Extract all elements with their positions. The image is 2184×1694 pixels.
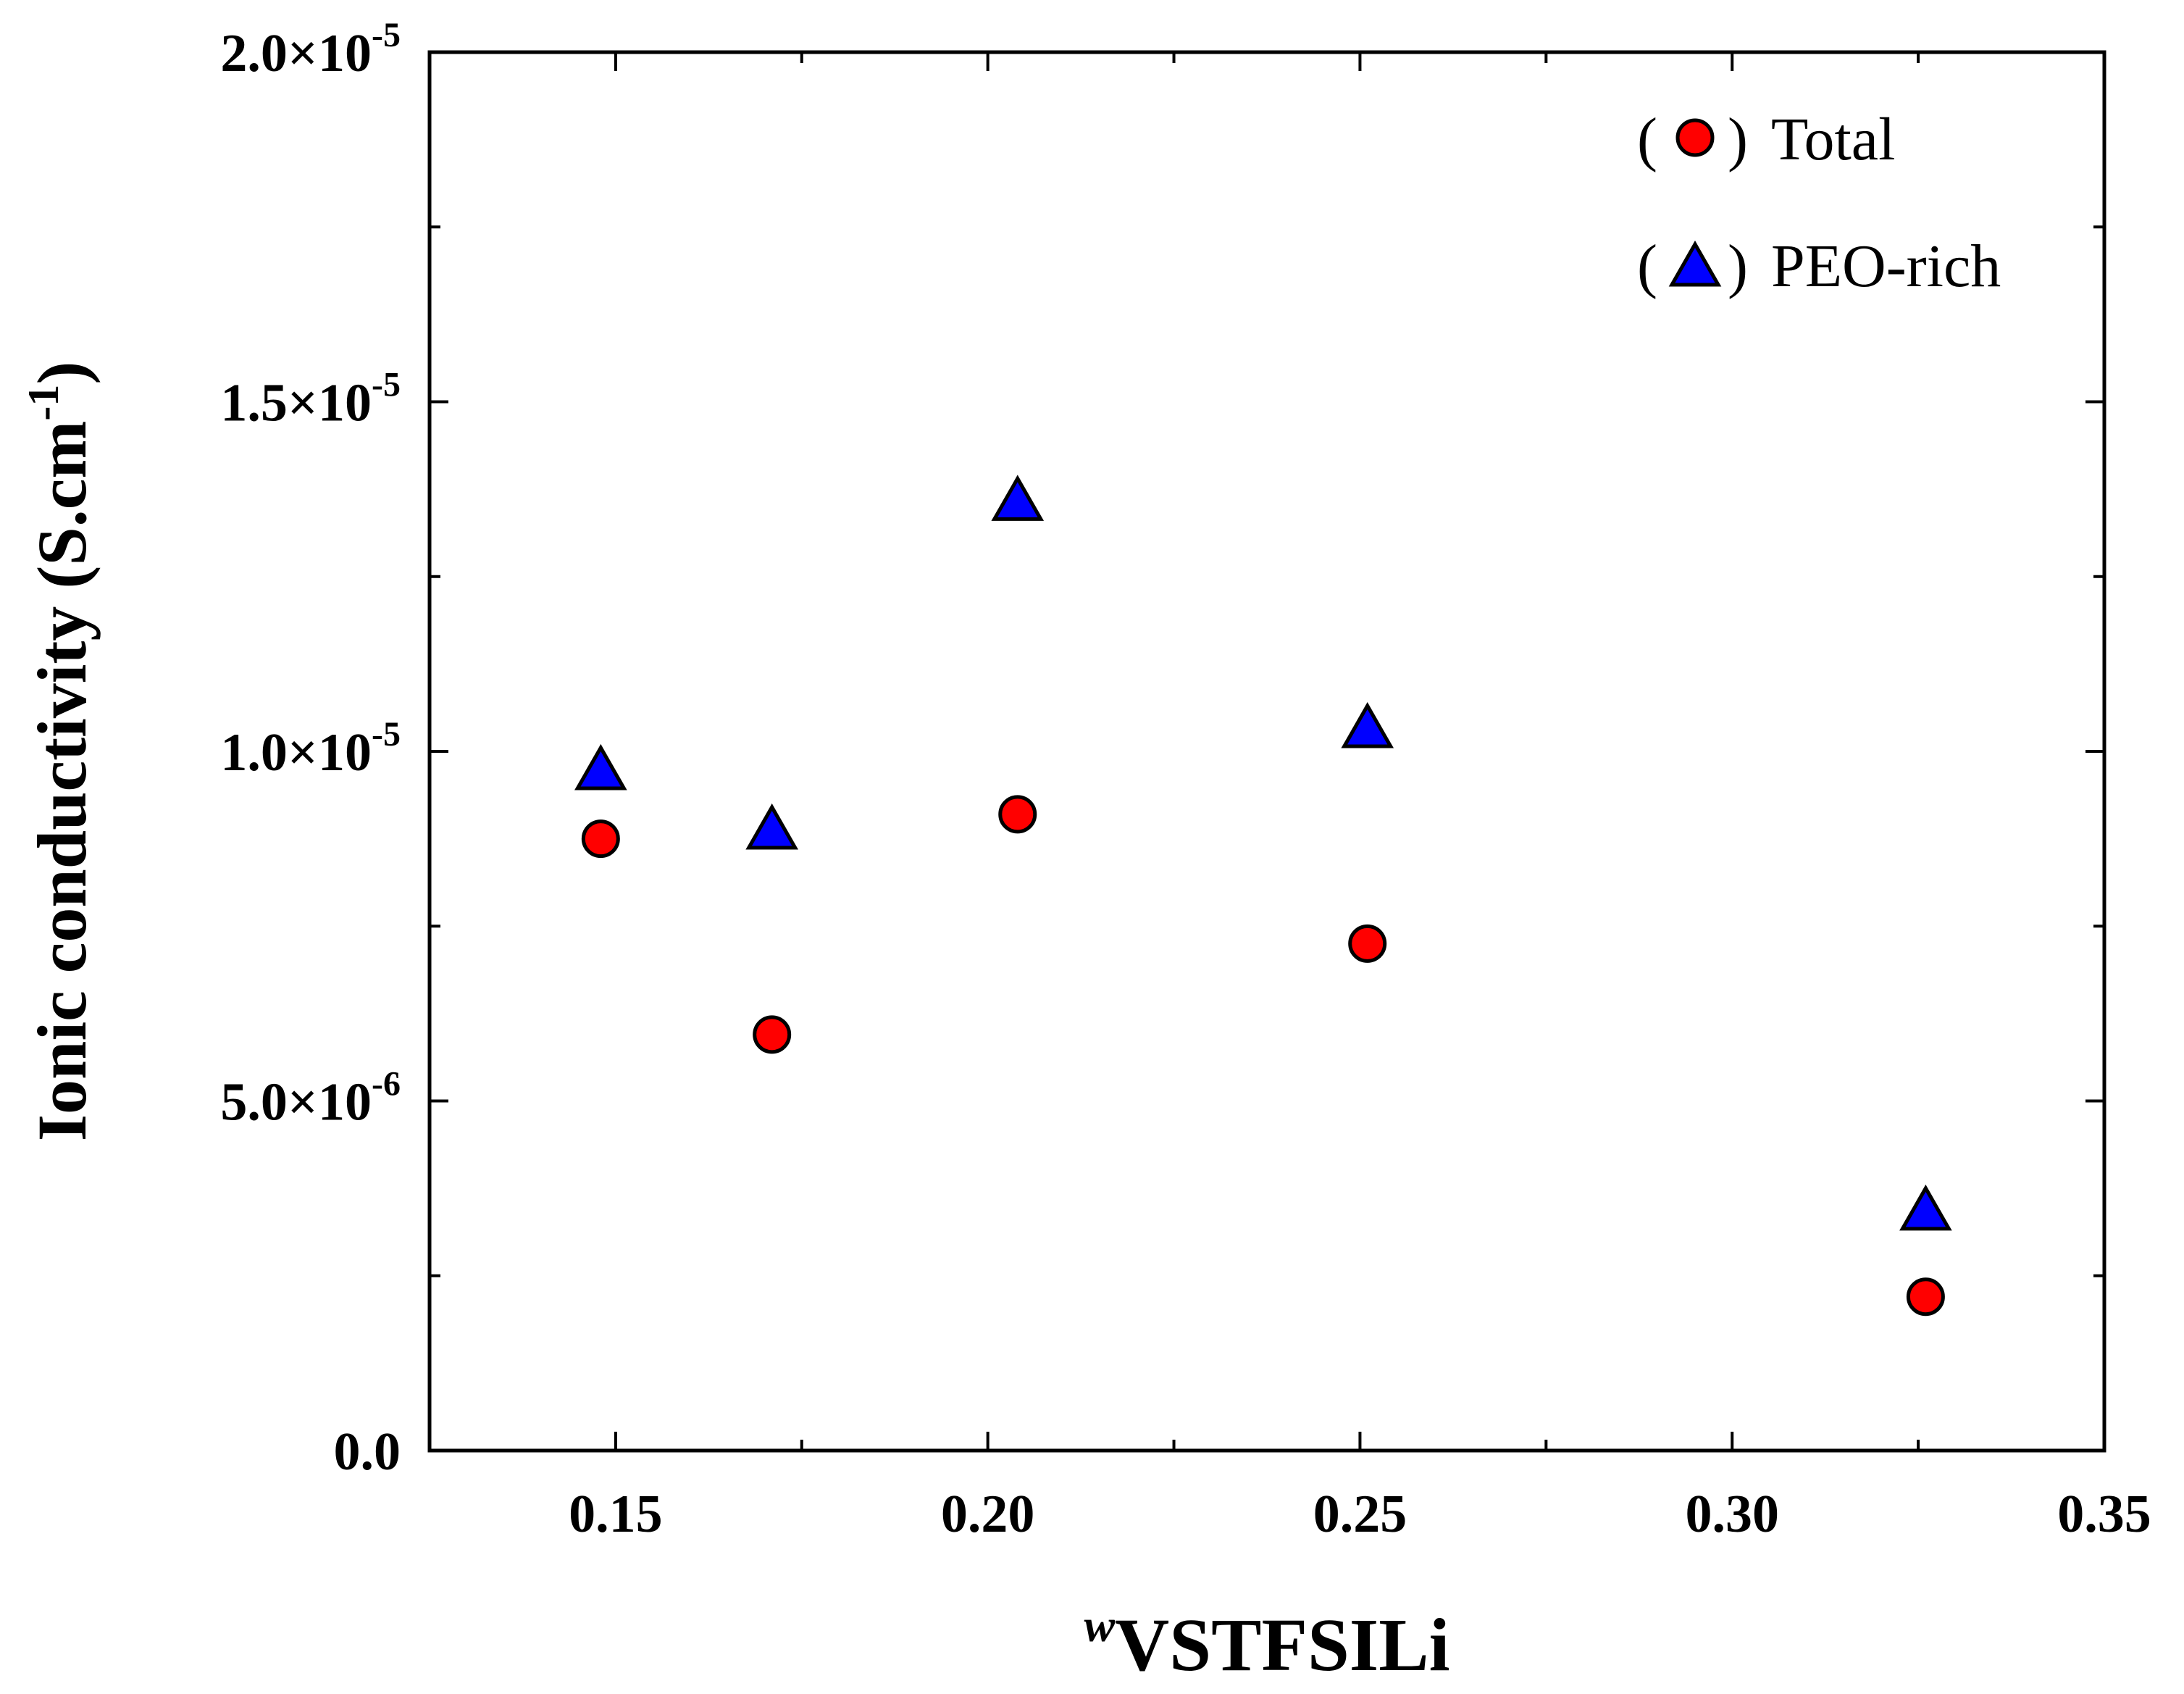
total-point — [1348, 924, 1387, 963]
peo-rich-point — [1899, 1184, 1952, 1231]
points-layer — [574, 475, 1952, 1317]
x-tick-label: 0.30 — [1685, 1485, 1779, 1544]
y-tick-mantissa: 5.0×10 — [220, 1073, 372, 1132]
legend-total-marker — [1675, 118, 1715, 157]
y-axis-title-main: Ionic conductivity (S.cm — [23, 421, 101, 1142]
x-axis-title: wVSTFSILi — [1084, 1600, 1449, 1687]
x-tick-label: 0.20 — [941, 1485, 1035, 1544]
y-tick-mantissa: 1.0×10 — [220, 723, 372, 783]
legend-label: Total — [1771, 106, 1895, 173]
y-tick-exponent: -5 — [372, 366, 401, 404]
x-axis-title-main: VSTFSILi — [1115, 1603, 1449, 1687]
y-tick-label: 1.0×10-5 — [220, 715, 401, 783]
y-tick-label: 1.5×10-5 — [220, 366, 401, 433]
x-tick-label: 0.25 — [1313, 1485, 1407, 1544]
total-point — [998, 795, 1037, 834]
legend-peo-rich-marker — [1668, 240, 1722, 287]
y-axis-title-superscript: -1 — [20, 385, 67, 421]
peo-rich-point — [991, 475, 1045, 521]
y-tick-label: 0.0 — [334, 1422, 401, 1482]
total-point — [581, 819, 620, 859]
y-tick-exponent: -5 — [372, 715, 401, 754]
y-tick-label: 5.0×10-6 — [220, 1065, 401, 1132]
tick-labels-layer: 0.15 0.20 0.25 0.30 0.350.05.0×10-61.0×10-51… — [220, 16, 2151, 1544]
x-axis-title-superscript: w — [1084, 1600, 1115, 1651]
legend-paren-open: ( — [1637, 233, 1657, 300]
y-tick-exponent: -5 — [372, 16, 401, 54]
legend-label: PEO-rich — [1771, 233, 2001, 300]
peo-rich-point — [745, 803, 798, 850]
peo-rich-point — [574, 743, 627, 790]
y-tick-exponent: -6 — [372, 1065, 401, 1103]
legend-paren-open: ( — [1637, 106, 1657, 173]
plot-frame — [427, 50, 2106, 1453]
total-point — [1906, 1277, 1945, 1317]
x-tick-label: 0.35 — [2057, 1485, 2151, 1544]
y-axis-title: Ionic conductivity (S.cm-1) — [20, 362, 101, 1142]
legend-paren-close: ) — [1728, 233, 1748, 300]
y-tick-mantissa: 0.0 — [334, 1422, 401, 1482]
total-point — [753, 1015, 792, 1054]
legend: () Total () PEO-rich — [1637, 106, 2001, 300]
y-tick-mantissa: 2.0×10 — [220, 24, 372, 83]
x-tick-label: 0.15 — [569, 1485, 663, 1544]
y-tick-label: 2.0×10-5 — [220, 16, 401, 83]
peo-rich-point — [1341, 702, 1394, 748]
y-tick-mantissa: 1.5×10 — [220, 374, 372, 433]
y-axis-title-close: ) — [23, 362, 101, 385]
legend-paren-close: ) — [1728, 106, 1748, 173]
